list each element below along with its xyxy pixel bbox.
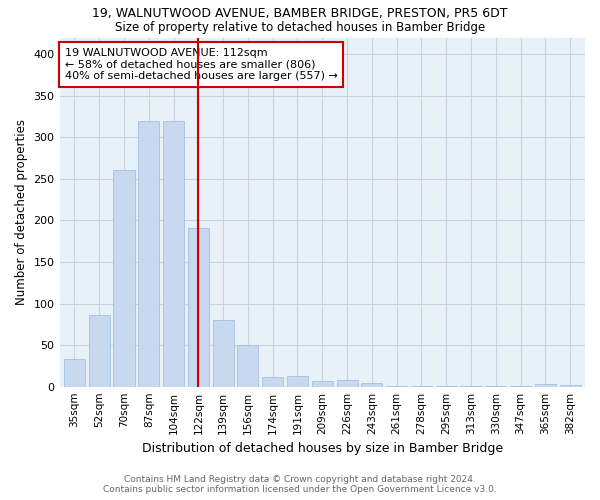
Bar: [113, 170, 134, 386]
Bar: [138, 120, 160, 386]
Bar: [287, 376, 308, 386]
Bar: [64, 359, 85, 386]
Bar: [89, 315, 110, 386]
Text: Size of property relative to detached houses in Bamber Bridge: Size of property relative to detached ho…: [115, 21, 485, 34]
Bar: [560, 385, 581, 386]
Bar: [188, 228, 209, 386]
Text: 19 WALNUTWOOD AVENUE: 112sqm
← 58% of detached houses are smaller (806)
40% of s: 19 WALNUTWOOD AVENUE: 112sqm ← 58% of de…: [65, 48, 338, 81]
Bar: [361, 384, 382, 386]
Bar: [212, 320, 233, 386]
Y-axis label: Number of detached properties: Number of detached properties: [15, 119, 28, 305]
Text: 19, WALNUTWOOD AVENUE, BAMBER BRIDGE, PRESTON, PR5 6DT: 19, WALNUTWOOD AVENUE, BAMBER BRIDGE, PR…: [92, 8, 508, 20]
Text: Contains HM Land Registry data © Crown copyright and database right 2024.
Contai: Contains HM Land Registry data © Crown c…: [103, 474, 497, 494]
Bar: [163, 120, 184, 386]
X-axis label: Distribution of detached houses by size in Bamber Bridge: Distribution of detached houses by size …: [142, 442, 503, 455]
Bar: [238, 345, 259, 387]
Bar: [312, 381, 333, 386]
Bar: [535, 384, 556, 386]
Bar: [337, 380, 358, 386]
Bar: [262, 376, 283, 386]
